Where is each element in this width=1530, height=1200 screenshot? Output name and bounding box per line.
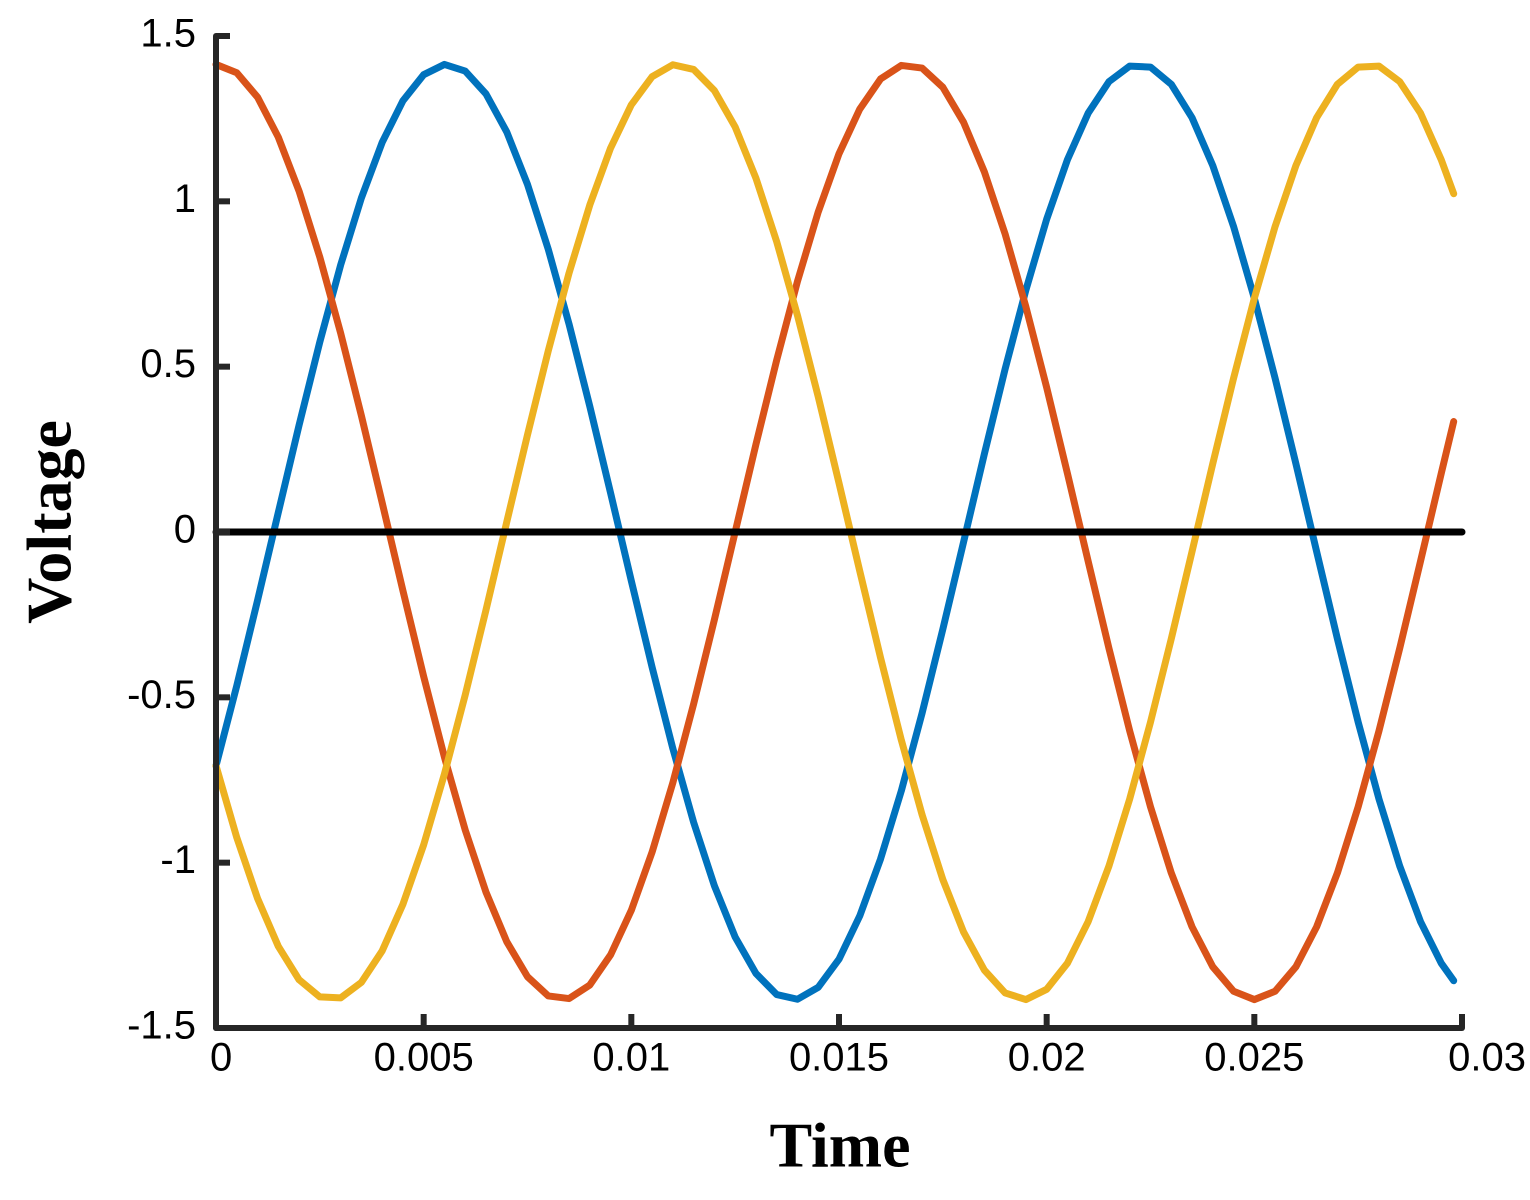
y-tick-label: 0: [174, 508, 196, 552]
x-axis-title: Time: [769, 1110, 910, 1181]
x-tick-label: 0.01: [592, 1036, 670, 1080]
y-tick-label: 0.5: [140, 342, 196, 386]
y-tick-label: -0.5: [127, 673, 196, 717]
series-line: [212, 60, 1458, 1004]
series-line: [212, 61, 1458, 1004]
y-tick-label: -1.5: [127, 1004, 196, 1048]
x-tick-label: 0.005: [374, 1036, 474, 1080]
x-tick-label: 0.015: [789, 1036, 889, 1080]
y-tick-label: -1: [160, 838, 196, 882]
y-axis-title: Voltage: [14, 420, 85, 624]
y-tick-label: 1: [174, 177, 196, 221]
x-tick-label: 0.03: [1448, 1036, 1526, 1080]
y-tick-label: 1.5: [140, 12, 196, 56]
x-tick-label: 0.02: [1008, 1036, 1086, 1080]
x-tick-label: 0: [210, 1036, 232, 1080]
x-tick-label: 0.025: [1204, 1036, 1304, 1080]
